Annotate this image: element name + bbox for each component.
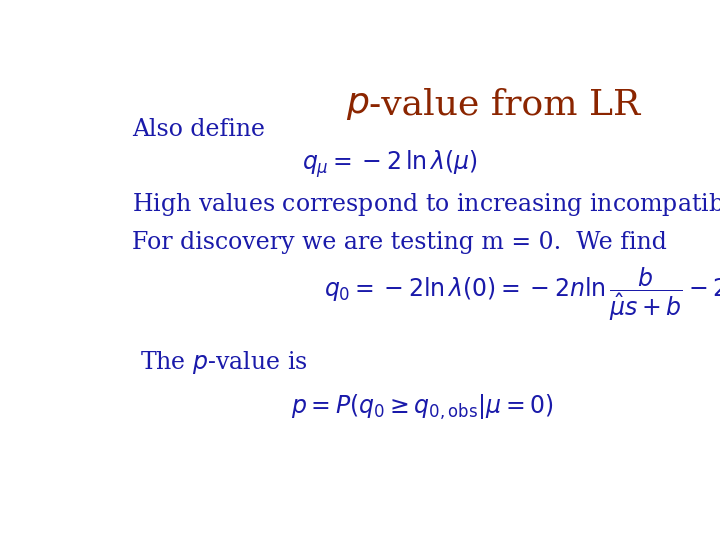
Text: The $p$-value is: The $p$-value is [140, 349, 308, 376]
Text: High values correspond to increasing incompatibility with $\mu$.: High values correspond to increasing inc… [132, 191, 720, 218]
Text: -value from LR: -value from LR [369, 87, 640, 122]
Text: Also define: Also define [132, 118, 265, 141]
Text: $p = P(q_0 \geq q_{0,\mathrm{obs}}|\mu = 0)$: $p = P(q_0 \geq q_{0,\mathrm{obs}}|\mu =… [291, 393, 554, 422]
Text: For discovery we are testing m = 0.  We find: For discovery we are testing m = 0. We f… [132, 231, 667, 254]
Text: $q_0 = -2\ln\lambda(0) = -2n\ln\dfrac{b}{\hat{\mu}s+b} - 2\hat{\mu}s$: $q_0 = -2\ln\lambda(0) = -2n\ln\dfrac{b}… [324, 265, 720, 323]
Text: $p$: $p$ [346, 87, 369, 122]
Text: $q_{\mu} = -2\,\ln\lambda(\mu)$: $q_{\mu} = -2\,\ln\lambda(\mu)$ [302, 148, 478, 180]
